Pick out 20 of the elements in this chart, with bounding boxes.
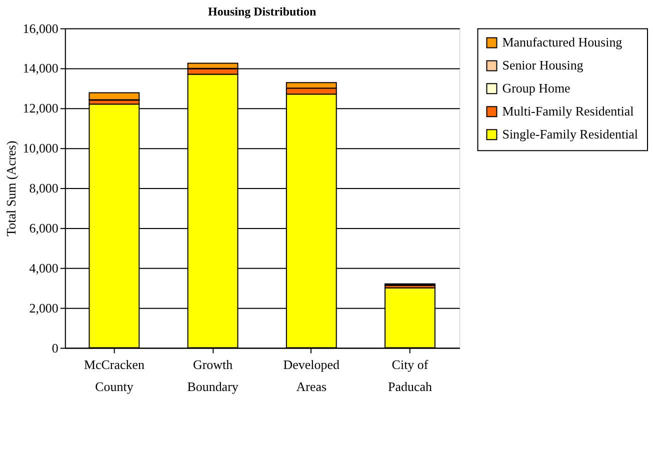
- y-tick-label: 10,000: [22, 140, 58, 156]
- x-tick-label: Growth Boundary: [187, 357, 239, 394]
- legend-label: Group Home: [502, 80, 571, 96]
- x-tick-label: City of Paducah: [388, 357, 432, 394]
- y-axis-title: Total Sum (Acres): [4, 140, 19, 236]
- legend-label: Senior Housing: [502, 58, 584, 73]
- y-tick-label: 14,000: [22, 60, 58, 76]
- legend-label: Single-Family Residential: [502, 126, 638, 142]
- y-tick-label: 0: [52, 340, 58, 356]
- y-tick-label: 4,000: [29, 260, 58, 276]
- y-tick-label: 12,000: [22, 100, 58, 116]
- y-tick-label: 16,000: [22, 20, 58, 36]
- y-tick-label: 8,000: [29, 180, 58, 196]
- y-tick-label: 2,000: [29, 300, 58, 316]
- chart-title: Housing Distribution: [208, 4, 316, 18]
- legend-label: Manufactured Housing: [502, 34, 623, 50]
- x-tick-label: Developed Areas: [283, 357, 340, 394]
- y-tick-label: 6,000: [29, 220, 58, 236]
- x-tick-label: McCracken County: [84, 357, 145, 394]
- legend-label: Multi-Family Residential: [502, 104, 634, 119]
